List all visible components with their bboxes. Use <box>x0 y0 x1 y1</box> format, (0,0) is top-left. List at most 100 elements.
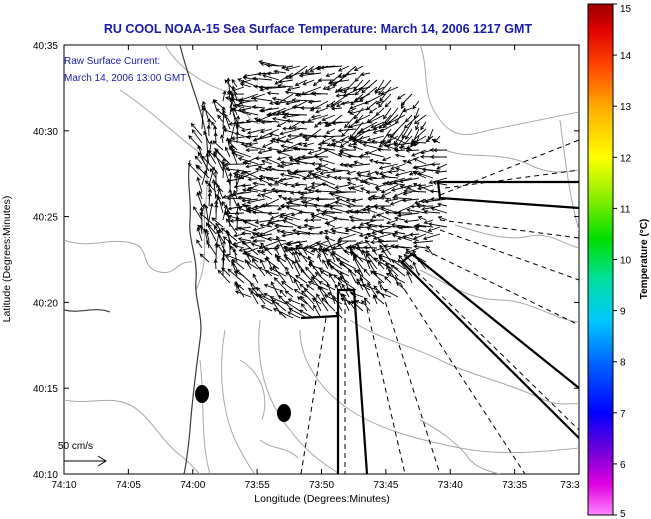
current-vector <box>337 233 357 241</box>
x-tick-label: 73:35 <box>502 480 527 491</box>
current-vector <box>346 181 357 186</box>
current-vector <box>375 100 385 105</box>
current-vector <box>329 192 350 200</box>
current-vector <box>276 156 287 161</box>
current-vector <box>252 226 266 232</box>
current-vector <box>216 229 224 249</box>
current-vector <box>331 229 350 235</box>
current-vector <box>309 106 322 111</box>
current-vector <box>296 296 308 305</box>
current-vector <box>417 216 427 221</box>
current-vector <box>358 86 371 91</box>
current-vector <box>260 193 273 200</box>
current-vector <box>298 72 322 78</box>
current-vector <box>272 308 294 319</box>
current-vector <box>240 128 252 133</box>
current-vector <box>225 209 231 228</box>
current-vector <box>223 128 245 137</box>
current-vector <box>371 226 392 235</box>
current-vector <box>243 144 266 151</box>
current-vector <box>390 163 406 170</box>
current-vector <box>414 227 434 235</box>
current-vector <box>325 86 336 91</box>
current-vector <box>274 223 294 229</box>
current-vector <box>348 215 364 221</box>
current-vector <box>318 157 336 165</box>
current-vector <box>290 183 301 188</box>
current-vector <box>219 134 225 144</box>
current-vector <box>337 72 357 79</box>
current-vector <box>292 260 301 277</box>
current-vector <box>201 106 206 130</box>
current-vector <box>287 311 301 319</box>
current-vector <box>261 142 273 148</box>
current-vector <box>245 148 259 153</box>
current-vector <box>332 216 350 221</box>
current-vector <box>325 72 336 78</box>
current-vector <box>217 114 224 123</box>
current-vector <box>337 281 343 291</box>
current-vector <box>384 100 392 108</box>
current-vector <box>402 159 413 165</box>
radial-solid-lines <box>300 180 579 474</box>
current-vector <box>306 231 322 236</box>
current-vector <box>301 176 315 181</box>
current-vector <box>267 211 280 216</box>
current-vector <box>385 262 399 277</box>
current-vector <box>228 188 233 207</box>
current-vector <box>381 139 392 144</box>
current-vector <box>213 150 224 172</box>
current-vector <box>323 294 343 305</box>
current-vector <box>227 238 232 256</box>
current-vector <box>428 177 448 185</box>
station-marker-icon <box>277 404 291 422</box>
colorbar-tick-label: 13 <box>620 102 632 113</box>
x-tick-label: 73:55 <box>245 480 270 491</box>
current-vector <box>370 270 385 284</box>
current-vector <box>269 139 280 144</box>
current-vector <box>384 198 399 203</box>
current-vector <box>302 142 315 148</box>
current-vector <box>295 274 308 284</box>
current-vector <box>315 241 336 249</box>
current-vector <box>423 209 441 214</box>
current-vector <box>315 107 329 114</box>
y-tick-label: 40:30 <box>33 127 58 138</box>
current-vector <box>378 254 385 263</box>
current-vector <box>231 259 245 270</box>
current-vector <box>297 141 308 147</box>
current-vector <box>323 148 343 158</box>
x-axis-ticks: 74:10 74:05 74:00 73:55 73:50 73:45 73:40 73:35… <box>51 45 580 491</box>
current-vector <box>298 210 315 215</box>
current-vector <box>274 100 294 106</box>
current-vector <box>194 155 203 165</box>
current-vector <box>207 192 212 207</box>
current-vector <box>288 307 308 319</box>
current-vector <box>241 231 252 236</box>
current-vector <box>193 206 203 221</box>
current-vector <box>297 252 315 263</box>
current-vector <box>346 170 357 175</box>
current-vector <box>285 271 301 284</box>
current-vector <box>241 188 259 193</box>
y-tick-label: 40:35 <box>33 41 58 52</box>
current-vector <box>204 204 210 228</box>
current-vector <box>276 256 287 270</box>
current-vector <box>290 212 301 217</box>
current-vector <box>248 142 259 147</box>
current-vector <box>307 188 322 193</box>
current-vector <box>312 134 329 139</box>
current-vector <box>253 84 266 89</box>
current-vector <box>214 149 231 165</box>
current-vector <box>283 245 294 256</box>
north-arrow-scale-icon <box>64 455 107 467</box>
current-vector <box>348 268 357 284</box>
current-vector <box>310 91 329 96</box>
current-vector <box>296 92 315 97</box>
colorbar <box>587 3 614 516</box>
current-vector <box>412 182 434 193</box>
current-vector <box>252 96 273 102</box>
current-vector <box>430 197 441 202</box>
current-vector <box>268 132 280 137</box>
current-vector <box>229 145 238 165</box>
